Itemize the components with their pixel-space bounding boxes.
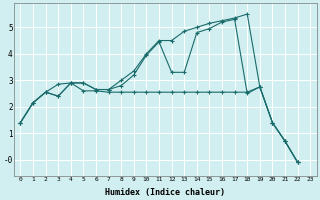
X-axis label: Humidex (Indice chaleur): Humidex (Indice chaleur): [105, 188, 225, 197]
